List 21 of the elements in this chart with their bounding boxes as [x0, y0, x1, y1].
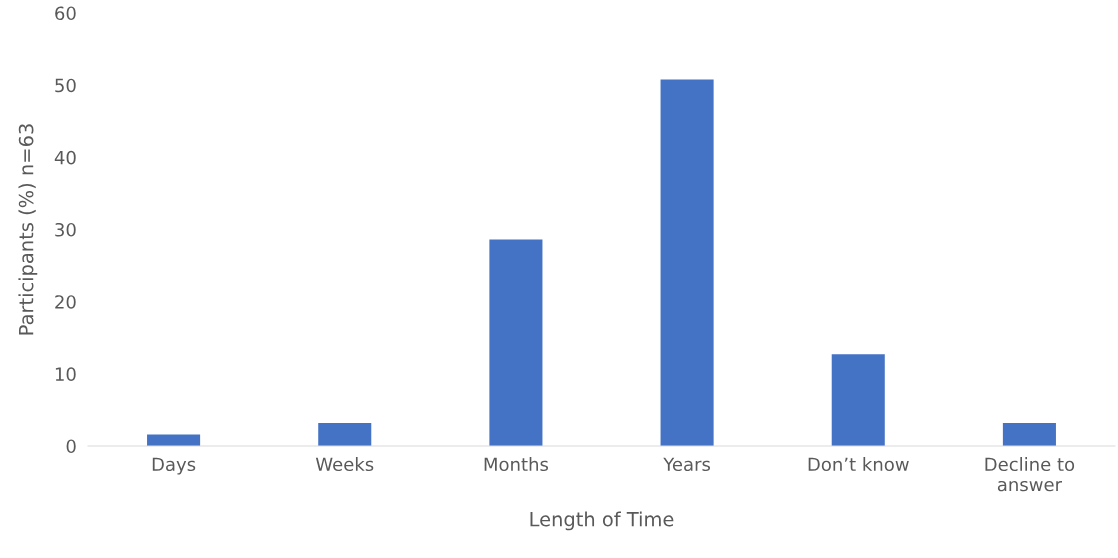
y-tick-label: 0: [66, 439, 76, 454]
y-axis-title: Participants (%) n=63: [18, 124, 38, 335]
y-tick-label: 40: [54, 150, 76, 165]
y-tick-label: 50: [55, 78, 76, 93]
x-tick-label: Don’t know: [808, 457, 909, 472]
y-tick-label: 60: [55, 6, 76, 21]
x-tick-label: Weeks: [315, 457, 374, 472]
bar: [489, 239, 543, 446]
y-tick-label: 30: [55, 222, 76, 237]
y-tick-label: 20: [55, 295, 76, 309]
x-tick-label: Decline to answer: [985, 457, 1075, 492]
bar: [831, 354, 885, 446]
bar: [318, 422, 372, 446]
x-tick-label: Months: [484, 457, 549, 472]
bar: [147, 434, 201, 446]
y-tick-label: 10: [55, 367, 76, 381]
bar: [660, 79, 714, 446]
x-axis-title: Length of Time: [530, 511, 674, 531]
x-tick-label: Years: [663, 457, 711, 472]
x-tick-label: Days: [152, 457, 196, 475]
bar: [1002, 422, 1056, 446]
